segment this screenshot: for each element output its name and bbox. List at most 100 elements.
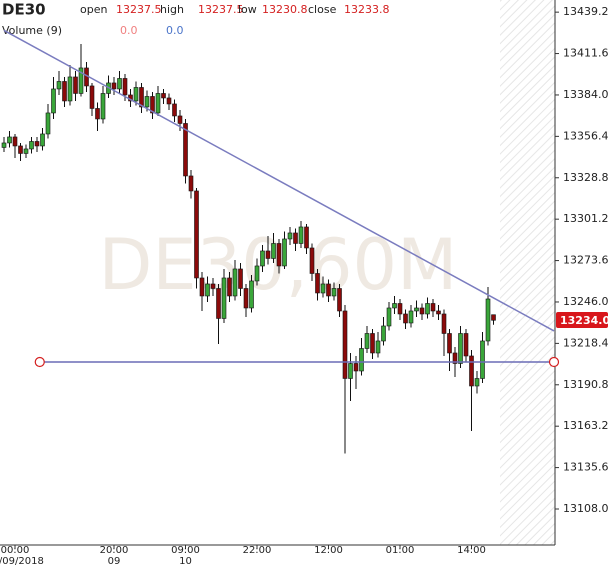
x-tick-sublabel: 10 <box>179 556 192 567</box>
candle-body <box>436 310 441 315</box>
candle-body <box>227 277 232 297</box>
candle-body <box>364 333 370 349</box>
x-tick-label: 09:00 <box>171 545 200 556</box>
candle-body <box>326 283 331 297</box>
candle-body <box>62 81 67 102</box>
x-tick-sublabel: 09 <box>108 556 121 567</box>
candle-body <box>447 333 452 354</box>
candle-body <box>370 333 375 354</box>
candle-body <box>315 273 320 294</box>
candle-body <box>386 307 392 327</box>
y-tick-label: 13190.8 <box>563 378 609 391</box>
y-tick-label: 13356.4 <box>563 129 609 142</box>
candle-body <box>408 310 414 324</box>
candle-body <box>67 76 73 102</box>
candle-body <box>260 250 265 267</box>
candle-body <box>441 313 447 334</box>
candle-body <box>144 96 150 108</box>
candle-body <box>337 288 342 312</box>
candle-body <box>276 243 282 267</box>
candle-body <box>51 88 56 114</box>
current-price-tag <box>556 311 608 328</box>
header-value: 13233.8 <box>344 3 390 16</box>
candle-body <box>122 78 128 96</box>
trend-marker <box>548 356 560 368</box>
candle-body <box>23 148 29 154</box>
candle-body <box>183 123 188 177</box>
candle-body <box>254 265 260 282</box>
indicator-value: 0.0 <box>166 24 184 37</box>
y-tick-label: 13163.2 <box>563 419 609 432</box>
candle-body <box>359 348 364 372</box>
y-tick-label: 13108.0 <box>563 502 609 515</box>
candle-body <box>34 141 40 147</box>
candle-body <box>199 277 205 297</box>
x-tick-label: 01:00 <box>386 545 415 556</box>
candle-body <box>1 142 7 148</box>
x-tick-label: 20:00 <box>100 545 129 556</box>
candle-body <box>155 93 161 114</box>
candle-body <box>282 238 287 267</box>
candle-body <box>353 363 359 372</box>
header-label: low <box>238 3 257 16</box>
candle-body <box>111 82 117 90</box>
candle-body <box>469 355 474 387</box>
candle-body <box>348 363 353 379</box>
candle-body <box>304 226 309 249</box>
candle-body <box>342 310 348 379</box>
candle-body <box>452 352 458 364</box>
y-tick-label: 13328.8 <box>563 171 609 184</box>
candle-body <box>133 87 139 102</box>
candle-body <box>188 175 194 192</box>
candle-body <box>271 243 276 259</box>
candle-body <box>166 97 172 105</box>
candle-body <box>56 81 62 90</box>
candle-body <box>210 283 216 289</box>
candle-body <box>491 314 496 321</box>
candle-body <box>89 85 95 109</box>
candle-body <box>29 141 34 150</box>
candle-body <box>95 108 100 120</box>
trend-marker <box>34 356 45 368</box>
header-label: high <box>160 3 184 16</box>
candle-body <box>216 288 221 319</box>
future-area <box>500 0 555 545</box>
candle-body <box>117 78 122 90</box>
candle-body <box>425 303 430 315</box>
candle-body <box>381 325 386 342</box>
symbol: DE30 <box>2 1 46 19</box>
candle-body <box>463 333 469 357</box>
candle-body <box>221 277 227 319</box>
indicator-label: Volume (9) <box>2 24 62 37</box>
candle-body <box>161 93 166 99</box>
candle-body <box>7 136 12 144</box>
candle-body <box>78 67 84 94</box>
candle-body <box>232 268 238 297</box>
candle-body <box>414 307 419 312</box>
candle-body <box>419 307 425 315</box>
candle-body <box>12 136 18 147</box>
candle-body <box>45 112 51 135</box>
candle-body <box>139 87 144 108</box>
trend-line <box>3 29 555 332</box>
candle-body <box>403 313 408 324</box>
x-tick-sublabel: 01/09/2018 <box>0 556 44 567</box>
candle-body <box>150 96 155 114</box>
current-price-label: 13234.0 <box>560 314 610 327</box>
candle-body <box>375 340 381 354</box>
x-tick-label: 12:00 <box>314 545 343 556</box>
x-tick-label: 22:00 <box>243 545 272 556</box>
y-tick-label: 13273.6 <box>563 254 609 267</box>
x-tick-label: 00:00 <box>1 545 30 556</box>
candle-body <box>243 288 249 309</box>
header-label: close <box>308 3 337 16</box>
candle-body <box>194 190 199 279</box>
y-tick-label: 13218.4 <box>563 336 609 349</box>
candle-body <box>458 333 463 364</box>
y-tick-label: 13135.6 <box>563 461 609 474</box>
candle-body <box>331 288 337 297</box>
y-tick-label: 13411.6 <box>563 47 609 60</box>
candle-body <box>205 283 210 297</box>
